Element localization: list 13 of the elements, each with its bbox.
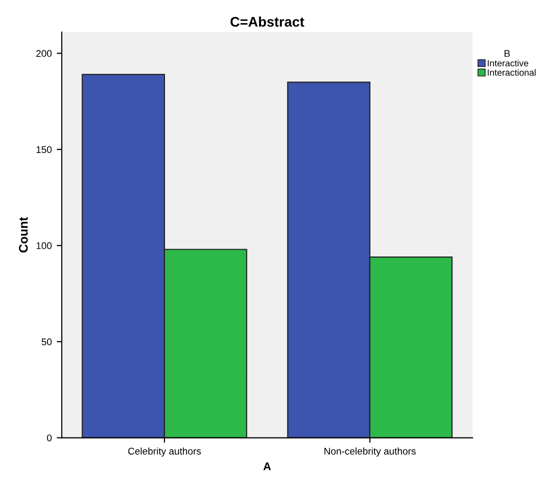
y-tick-label: 0	[47, 434, 52, 442]
x-axis-title: A	[263, 462, 271, 470]
y-tick-label: 100	[36, 242, 52, 250]
y-tick-label: 200	[36, 50, 52, 57]
legend-title: B	[504, 50, 510, 57]
chart-title: C=Abstract	[230, 16, 304, 27]
x-tick-label: Celebrity authors	[128, 447, 201, 457]
y-tick-label: 50	[42, 338, 52, 346]
legend-label: Interactive	[488, 60, 528, 66]
x-tick-label: Non-celebrity authors	[324, 447, 416, 457]
legend-label: Interactional	[488, 69, 536, 76]
y-axis-title: Count	[18, 217, 28, 252]
y-tick-label: 150	[36, 146, 52, 154]
